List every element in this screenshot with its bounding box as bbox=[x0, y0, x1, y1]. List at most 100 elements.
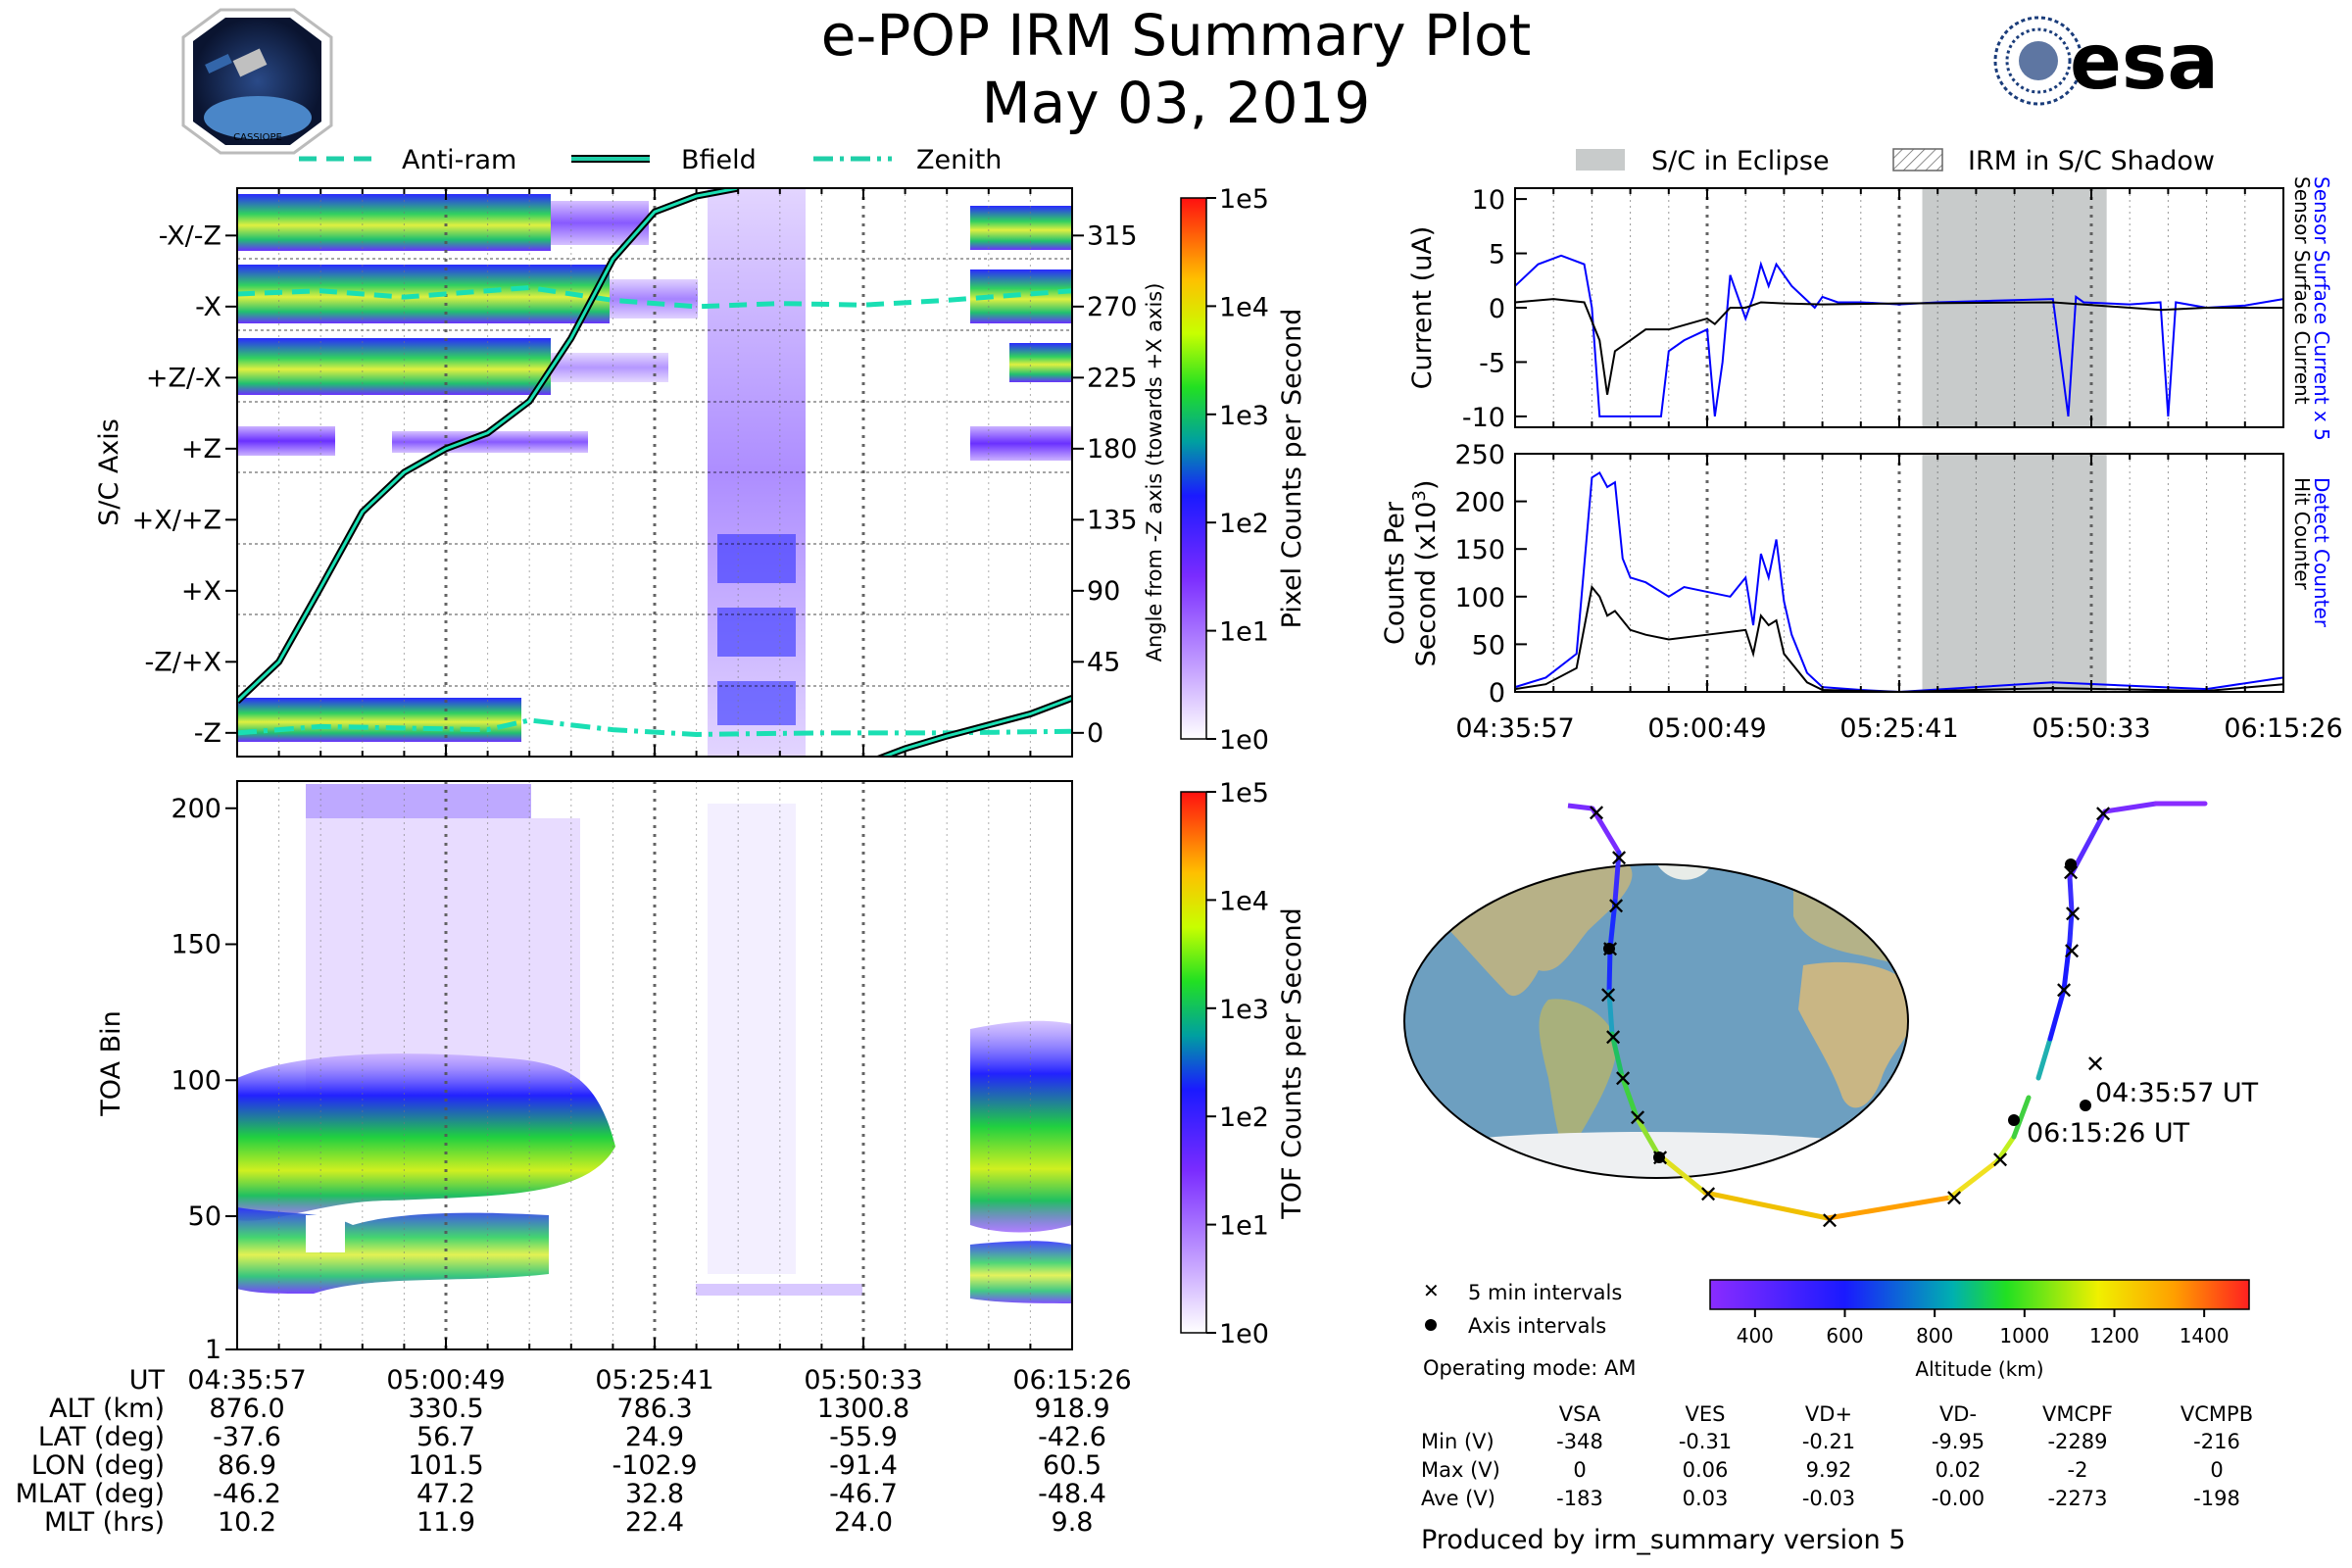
tof-colorbar: 1e5 1e4 1e3 1e2 1e1 1e0 TOF Counts per Second bbox=[1180, 778, 1307, 1349]
current-right-label-black: Sensor Surface Current bbox=[2290, 176, 2314, 405]
pixel-axis-ticks: -X/-Z 315 -X 270 +Z/-X 225 +Z 180 +X/+Z 135 +X 90 -Z… bbox=[132, 188, 1138, 757]
tof-ylabel: TOA Bin bbox=[96, 1010, 126, 1116]
orbit-segment bbox=[1702, 1190, 1831, 1221]
voltage-cell: 9.92 bbox=[1806, 1458, 1852, 1482]
bfield-trace bbox=[237, 188, 739, 703]
pixel-right-tick-label: 225 bbox=[1087, 363, 1138, 393]
orbit-segment bbox=[2067, 908, 2075, 944]
blue-series-line bbox=[1514, 254, 2284, 417]
voltage-cell: -183 bbox=[1556, 1487, 1603, 1510]
voltage-cell: 0 bbox=[2210, 1458, 2223, 1482]
pixel-ytick-label: +Z bbox=[181, 434, 221, 465]
ytick-label: 5 bbox=[1489, 240, 1505, 270]
tof-ytick-label: 1 bbox=[205, 1335, 221, 1365]
legend-item-shadow: IRM in S/C Shadow bbox=[1968, 146, 2215, 176]
summary-cell: 05:00:49 bbox=[386, 1365, 505, 1396]
axis-marker-icon bbox=[1425, 1319, 1437, 1331]
pixel-right-tick-label: 45 bbox=[1087, 647, 1120, 677]
voltage-cell: 0.03 bbox=[1683, 1487, 1729, 1510]
five-min-marker: ✕ bbox=[1609, 845, 1629, 872]
five-min-marker: ✕ bbox=[1990, 1147, 2010, 1174]
legend-item-anti-ram: Anti-ram bbox=[402, 145, 516, 175]
footer-note: Produced by irm_summary version 5 bbox=[1421, 1525, 1906, 1555]
time-tick-label: 05:50:33 bbox=[2032, 713, 2150, 744]
voltage-cell: 0.02 bbox=[1936, 1458, 1982, 1482]
ytick-label: -5 bbox=[1479, 348, 1505, 378]
counts-ylabel-line1: Counts Per bbox=[1380, 501, 1410, 645]
five-min-marker: ✕ bbox=[2054, 977, 2074, 1004]
orbit-segment bbox=[1607, 899, 1618, 952]
five-min-marker: ✕ bbox=[1820, 1207, 1839, 1235]
altitude-tick-label: 1000 bbox=[1999, 1324, 2049, 1348]
pixel-ytick-label: -Z/+X bbox=[145, 647, 221, 677]
summary-row-label: ALT (km) bbox=[49, 1394, 165, 1424]
pixel-right-tick-label: 315 bbox=[1087, 220, 1138, 251]
summary-cell: 47.2 bbox=[416, 1479, 475, 1509]
summary-cell: -55.9 bbox=[829, 1422, 898, 1452]
five-min-marker: ✕ bbox=[2063, 901, 2082, 928]
axis-marker bbox=[1603, 943, 1615, 955]
ytick-label: -10 bbox=[1462, 403, 1505, 433]
pixel-ylabel: S/C Axis bbox=[94, 418, 124, 526]
colorbar-tick-label: 1e2 bbox=[1219, 1102, 1269, 1133]
altitude-tick-label: 800 bbox=[1916, 1324, 1953, 1348]
zenith-trace bbox=[237, 717, 1072, 737]
summary-row-label: MLAT (deg) bbox=[16, 1479, 165, 1509]
cassiope-logo: CASSIOPE bbox=[181, 8, 333, 155]
anti-ram-trace bbox=[237, 284, 1072, 310]
voltage-cell: -2 bbox=[2068, 1458, 2088, 1482]
pixel-spectrogram-panel: -X/-Z 315 -X 270 +Z/-X 225 +Z 180 +X/+Z 135 +X 90 -Z… bbox=[94, 187, 1166, 758]
summary-cell: -46.2 bbox=[213, 1479, 281, 1509]
colorbar-tick-label: 1e3 bbox=[1219, 995, 1269, 1025]
summary-cell: 60.5 bbox=[1043, 1450, 1102, 1481]
ytick-label: 200 bbox=[1454, 488, 1505, 518]
bfield-trace bbox=[880, 696, 1072, 757]
time-tick-label: 05:00:49 bbox=[1647, 713, 1766, 744]
orbit-segment bbox=[1619, 1073, 1640, 1120]
summary-cell: 786.3 bbox=[616, 1394, 692, 1424]
orbit-map: ✕✕✕✕✕✕✕✕✕✕✕✕✕✕✕✕✕✕✕ 04:35:57 UT 06:15:26… bbox=[1403, 800, 2259, 1235]
orbit-segment bbox=[1612, 850, 1622, 905]
voltage-row-label: Min (V) bbox=[1421, 1430, 1494, 1453]
altitude-colorbar: 400 600 800 1000 1200 1400 Altitude (km) bbox=[1709, 1279, 2250, 1381]
summary-cell: -37.6 bbox=[213, 1422, 281, 1452]
orbit-segment bbox=[2102, 801, 2159, 814]
orbit-segment bbox=[2047, 987, 2067, 1042]
legend-top-left: Anti-ram Bfield Zenith bbox=[299, 145, 1002, 175]
five-min-marker: ✕ bbox=[1628, 1104, 1647, 1132]
legend-item-bfield: Bfield bbox=[681, 145, 757, 175]
summary-cell: 1300.8 bbox=[817, 1394, 909, 1424]
colorbar-tick-label: 1e2 bbox=[1219, 509, 1269, 539]
orbit-segment bbox=[1590, 806, 1622, 856]
tof-axis-ticks: 200 150 100 50 1 bbox=[171, 794, 1073, 1365]
colorbar-tick-label: 1e1 bbox=[1219, 617, 1269, 648]
orbit-segment bbox=[1994, 1134, 2017, 1164]
tof-time-grid bbox=[278, 781, 1031, 1349]
five-min-marker: ✕ bbox=[1598, 982, 1618, 1009]
pixel-right-tick-label: 270 bbox=[1087, 292, 1138, 322]
time-tick-label: 04:35:57 bbox=[1455, 713, 1574, 744]
voltage-cell: -0.00 bbox=[1932, 1487, 1984, 1510]
orbit-track: ✕✕✕✕✕✕✕✕✕✕✕✕✕✕✕✕✕✕✕ bbox=[1567, 800, 2208, 1235]
summary-cell: 56.7 bbox=[416, 1422, 475, 1452]
summary-cell: -102.9 bbox=[612, 1450, 697, 1481]
voltage-cell: -0.21 bbox=[1802, 1430, 1855, 1453]
colorbar-tick-label: 1e3 bbox=[1219, 401, 1269, 431]
legend-top-right: S/C in Eclipse IRM in S/C Shadow bbox=[1576, 146, 2215, 176]
summary-cell: -46.7 bbox=[829, 1479, 898, 1509]
current-right-label-blue: Sensor Surface Current x 5 bbox=[2310, 176, 2333, 441]
five-min-marker: ✕ bbox=[2093, 801, 2113, 828]
orbit-segment bbox=[1606, 946, 1613, 995]
summary-cell: 22.4 bbox=[625, 1507, 684, 1538]
tof-spectrogram-bands bbox=[237, 784, 1072, 1303]
orbit-segment bbox=[1634, 1114, 1661, 1157]
summary-table: UT 04:35:57 05:00:49 05:25:41 05:50:33 06:15:… bbox=[16, 1365, 1132, 1538]
summary-cell: 24.9 bbox=[625, 1422, 684, 1452]
current-ylabel: Current (uA) bbox=[1407, 226, 1438, 390]
time-tick-label: 06:15:26 bbox=[2224, 713, 2342, 744]
pixel-ytick-label: -X/-Z bbox=[159, 220, 221, 251]
summary-cell: 10.2 bbox=[218, 1507, 276, 1538]
summary-cell: 876.0 bbox=[209, 1394, 284, 1424]
voltage-header: VSA bbox=[1559, 1402, 1601, 1426]
